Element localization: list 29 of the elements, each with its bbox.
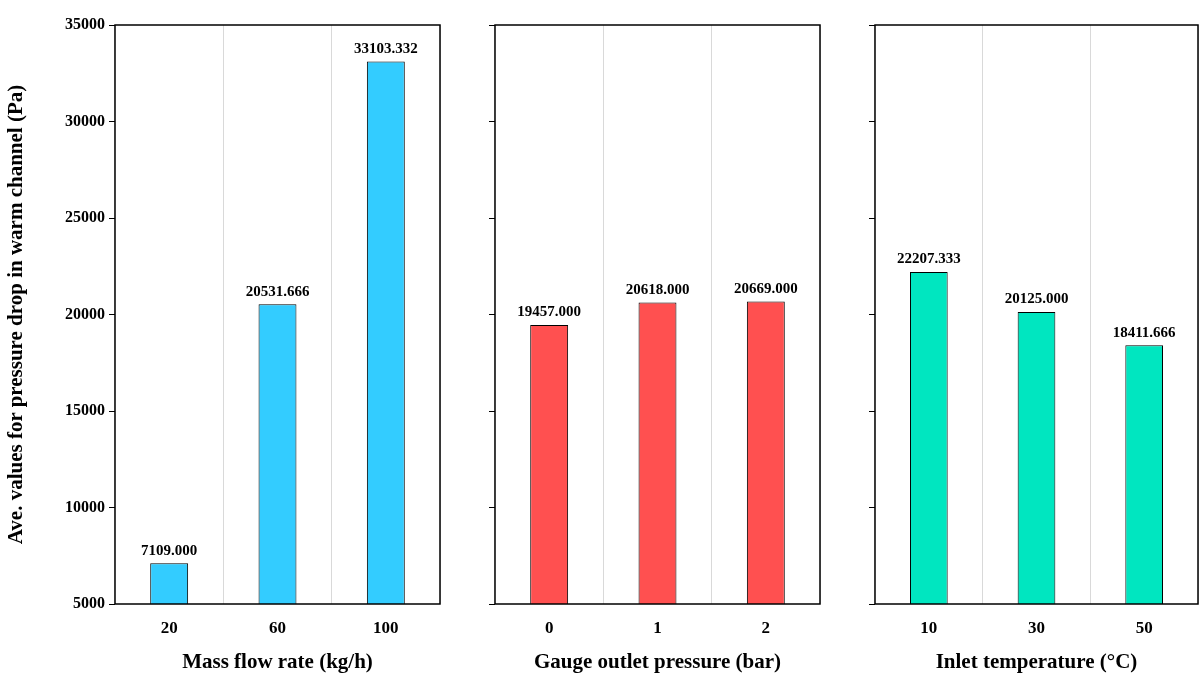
y-tick-label: 30000 bbox=[65, 111, 105, 129]
y-tick-label: 25000 bbox=[65, 208, 105, 226]
x-axis-title: Gauge outlet pressure (bar) bbox=[533, 648, 782, 673]
x-axis-title: Mass flow rate (kg/h) bbox=[182, 648, 373, 673]
data-label: 18411.666 bbox=[1112, 323, 1177, 340]
y-tick-label: 5000 bbox=[73, 594, 105, 612]
data-label: 20669.000 bbox=[733, 279, 798, 296]
data-label: 20531.666 bbox=[245, 282, 310, 299]
x-tick-label: 50 bbox=[1135, 617, 1153, 637]
x-axis-title: Inlet temperature (°C) bbox=[935, 648, 1138, 673]
x-tick-label: 100 bbox=[373, 617, 399, 637]
x-tick-label: 0 bbox=[544, 617, 554, 637]
x-tick-label: 30 bbox=[1028, 617, 1045, 637]
data-label: 19457.000 bbox=[517, 303, 582, 320]
y-tick-label: 20000 bbox=[65, 304, 105, 322]
y-tick-label: 35000 bbox=[65, 15, 105, 33]
x-tick-label: 60 bbox=[269, 617, 286, 637]
x-tick-label: 2 bbox=[761, 617, 771, 637]
y-tick-label: 10000 bbox=[65, 497, 105, 515]
y-tick-label: 15000 bbox=[65, 401, 105, 419]
x-tick-label: 1 bbox=[653, 617, 662, 637]
data-label: 20618.000 bbox=[625, 280, 690, 297]
y-axis-title: Ave. values for pressure drop in warm channel (Pa) bbox=[3, 84, 28, 545]
data-label: 33103.332 bbox=[353, 39, 418, 56]
x-tick-label: 20 bbox=[160, 617, 178, 637]
data-label: 22207.333 bbox=[896, 250, 961, 267]
data-label: 20125.000 bbox=[1004, 290, 1069, 307]
x-tick-label: 10 bbox=[920, 617, 938, 637]
data-label: 7109.000 bbox=[141, 541, 198, 558]
